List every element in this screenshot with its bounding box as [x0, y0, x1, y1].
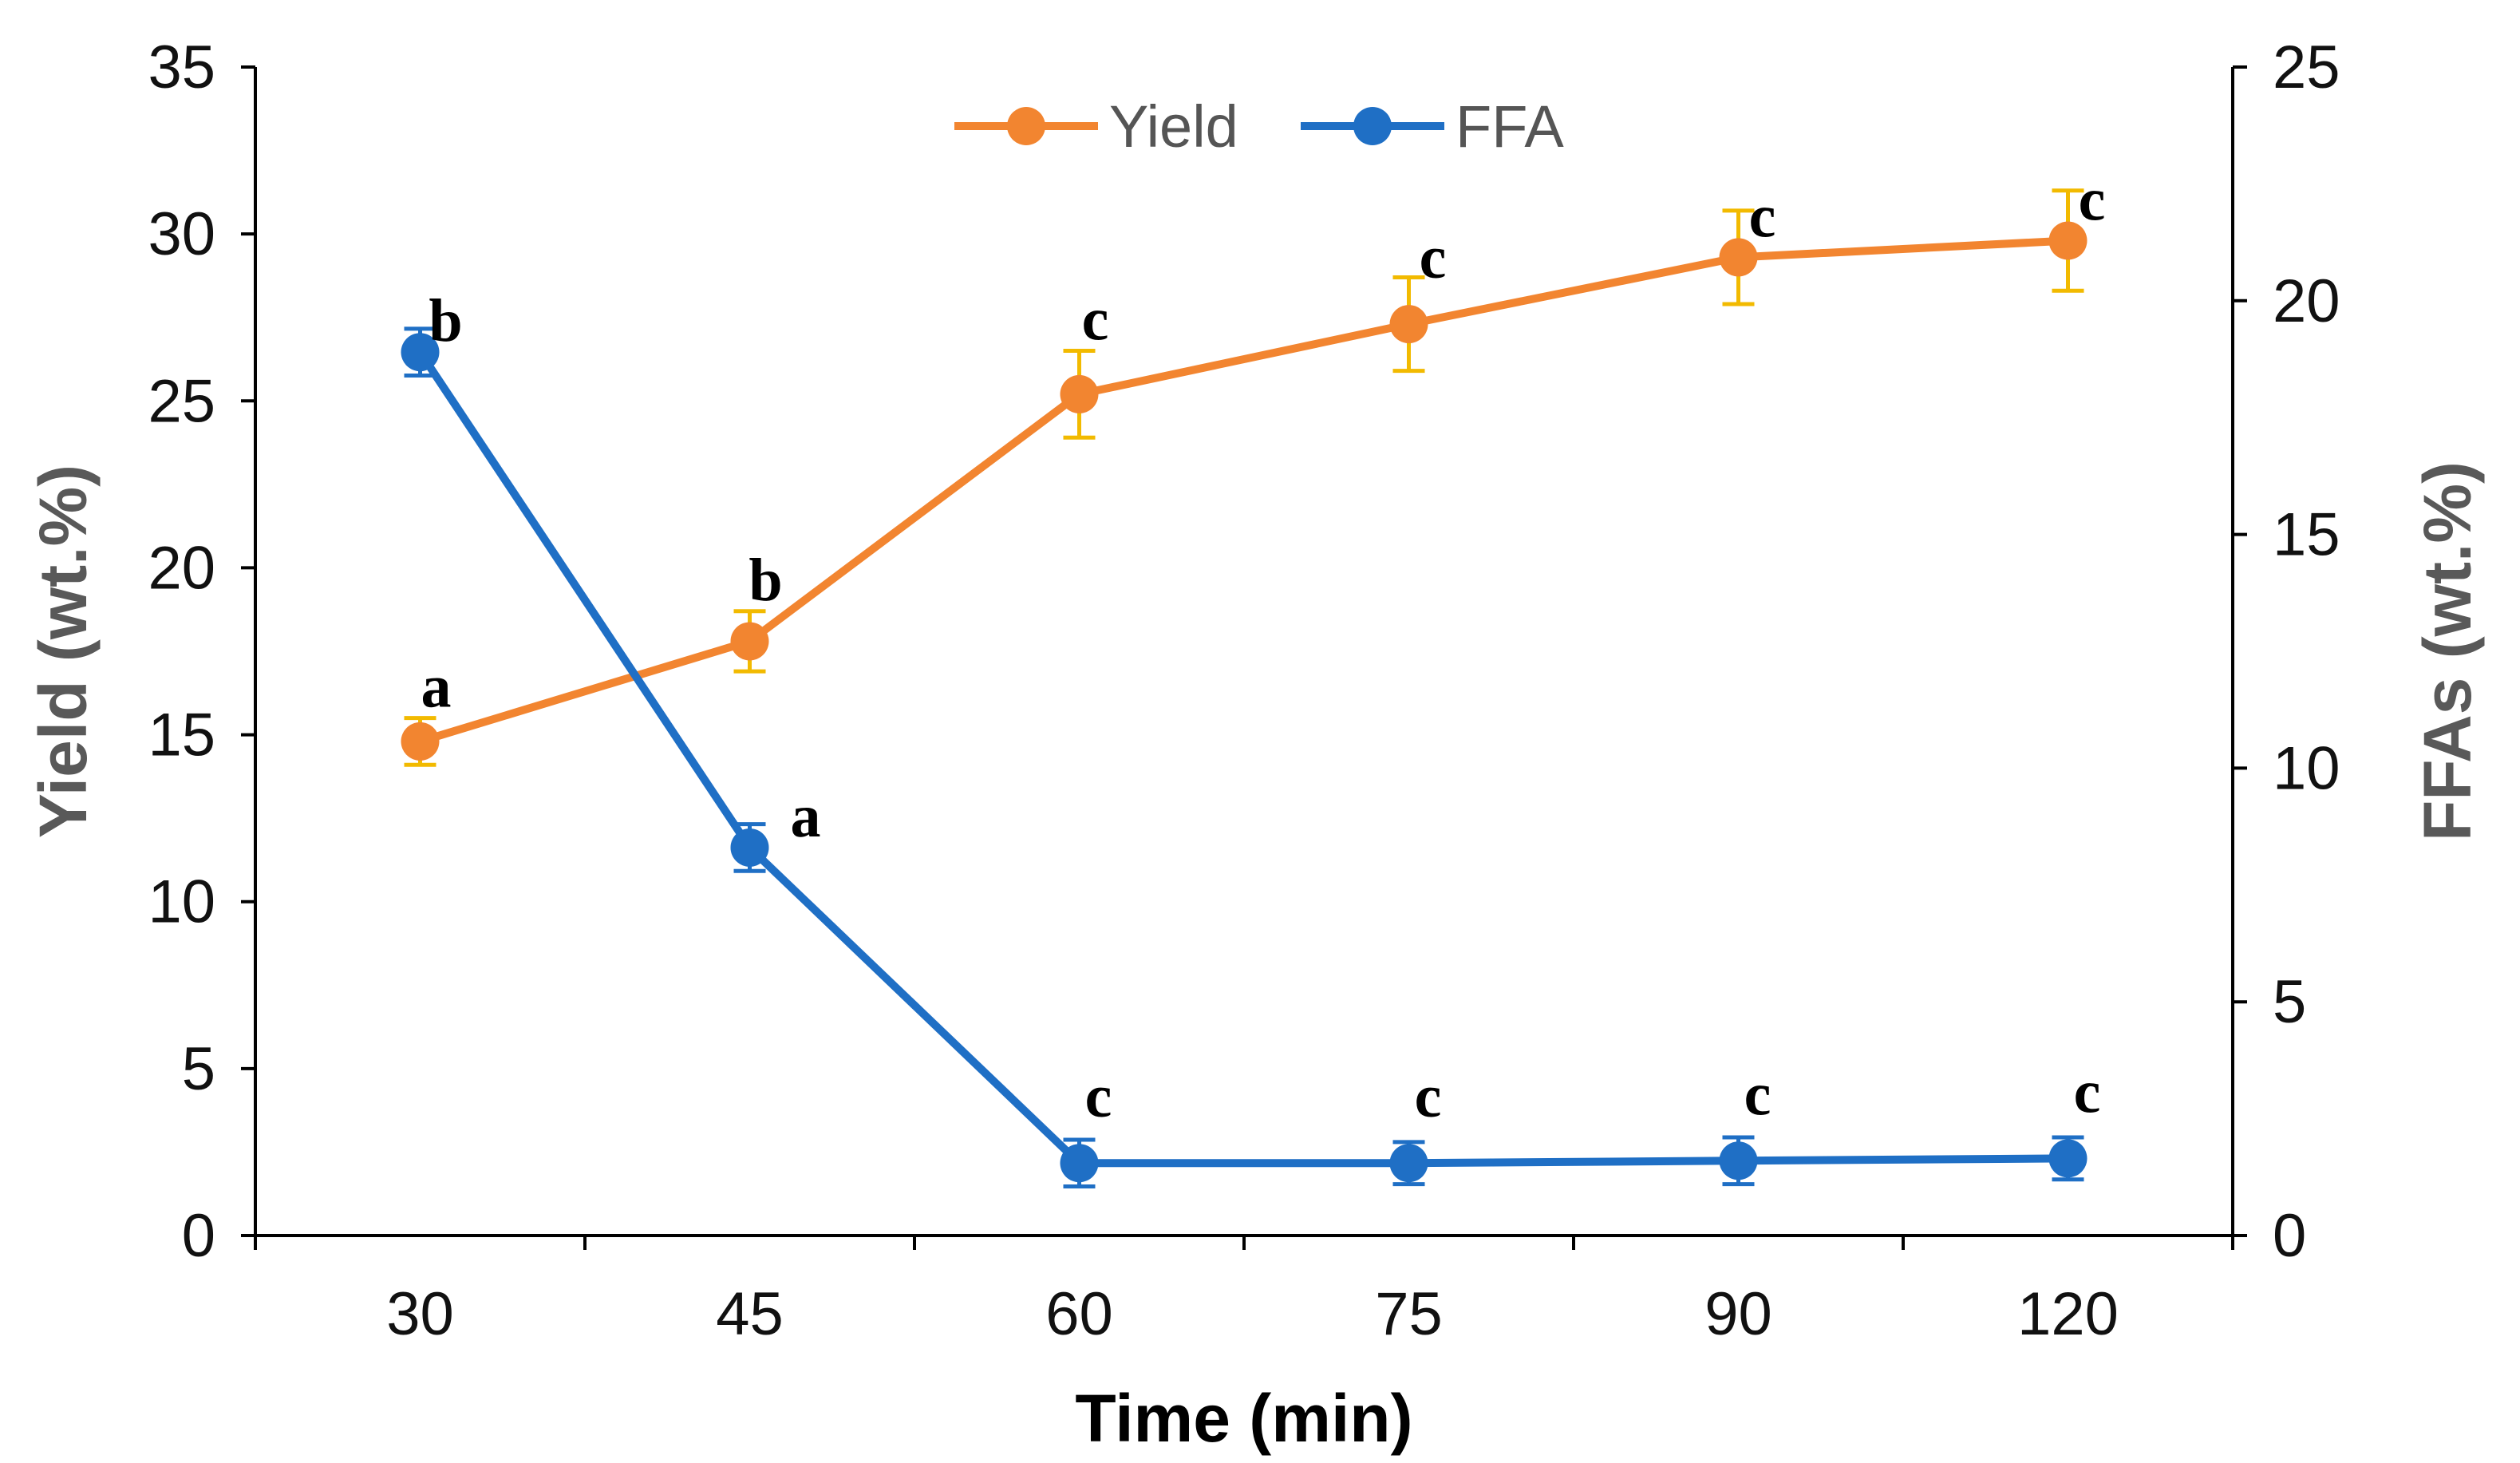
x-tick-label: 75 [1375, 1280, 1443, 1348]
data-point [1060, 374, 1099, 413]
data-point [1719, 1141, 1758, 1180]
significance-letter: b [429, 287, 462, 354]
legend-item-ffa: FFA [1301, 93, 1564, 160]
y-left-tick-label: 20 [148, 534, 215, 602]
data-point [1389, 1144, 1428, 1183]
series-line-ffa [417, 350, 2068, 1168]
y-left-tick-label: 0 [182, 1202, 215, 1270]
y-left-tick-label: 5 [182, 1035, 215, 1103]
data-point [401, 722, 440, 761]
y-left-tick-label: 30 [148, 200, 215, 268]
y-axis-right-title: FFAs (wt.%) [2410, 461, 2485, 841]
legend-item-yield: Yield [954, 93, 1238, 160]
legend-label: FFA [1456, 93, 1564, 160]
x-tick-label: 90 [1704, 1280, 1772, 1348]
data-point [730, 622, 769, 661]
x-tick-label: 120 [2017, 1280, 2119, 1348]
data-point [1060, 1144, 1099, 1183]
series [401, 188, 2087, 1189]
data-point [2048, 221, 2087, 260]
significance-letter: c [1749, 183, 1776, 250]
x-axis-title: Time (min) [1075, 1381, 1412, 1456]
significance-letter: c [2074, 1058, 2101, 1125]
legend-swatch-marker [1353, 107, 1392, 145]
significance-letter: c [1744, 1061, 1772, 1128]
y-right-tick-label: 25 [2273, 34, 2340, 101]
significance-letter: c [1085, 1063, 1112, 1130]
y-right-tick-label: 5 [2273, 968, 2306, 1036]
legend-swatch-marker [1007, 107, 1045, 145]
legend-label: Yield [1109, 93, 1238, 160]
significance-letter: a [791, 783, 821, 850]
series-yield [401, 188, 2087, 767]
y-left-tick-label: 25 [148, 367, 215, 435]
y-left-tick-label: 35 [148, 34, 215, 101]
significance-letter: c [2079, 167, 2106, 234]
series-line-yield [419, 236, 2068, 745]
significance-letters: a b c c c c b a c c c c [421, 167, 2106, 1131]
data-point [1389, 305, 1428, 344]
data-point [730, 828, 769, 867]
data-point [2048, 1139, 2087, 1178]
significance-letter: c [1420, 224, 1447, 291]
significance-letter: c [1415, 1063, 1442, 1130]
significance-letter: b [748, 547, 782, 614]
significance-letter: c [1082, 287, 1109, 354]
data-point [1719, 238, 1758, 277]
x-tick-label: 60 [1045, 1280, 1113, 1348]
x-tick-label: 45 [716, 1280, 784, 1348]
y-right-tick-label: 20 [2273, 267, 2340, 335]
y-left-tick-label: 15 [148, 702, 215, 769]
y-right-tick-label: 15 [2273, 501, 2340, 569]
data-point [401, 333, 440, 372]
series-ffa [401, 326, 2087, 1189]
y-right-tick-label: 10 [2273, 734, 2340, 802]
y-right-tick-label: 0 [2273, 1202, 2306, 1270]
significance-letter: a [421, 654, 452, 721]
y-left-tick-label: 10 [148, 868, 215, 936]
axes: 0 5 10 15 20 25 30 35 0 5 10 15 20 25 30 45 60 75 90 120 Tim… [26, 34, 2485, 1456]
legend: Yield FFA [954, 93, 1564, 160]
x-tick-label: 30 [386, 1280, 454, 1348]
y-axis-left-title: Yield (wt.%) [26, 465, 101, 838]
